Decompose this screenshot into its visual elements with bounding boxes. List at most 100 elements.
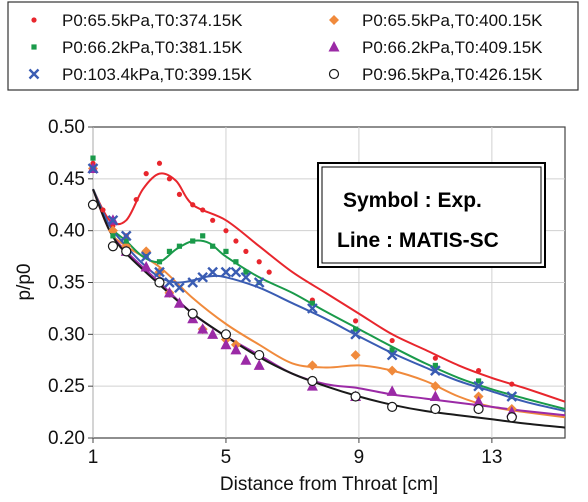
data-point-0 xyxy=(166,176,173,182)
data-point-4 xyxy=(107,214,119,226)
data-point-0 xyxy=(509,381,515,387)
data-point-0 xyxy=(243,248,249,254)
y-tick-label: 0.35 xyxy=(48,273,85,294)
data-point-4 xyxy=(506,391,518,402)
annotation-line-text: Line : MATIS-SC xyxy=(337,229,499,252)
data-point-2 xyxy=(90,155,96,161)
data-point-4 xyxy=(253,277,265,288)
data-point-2 xyxy=(156,259,163,265)
model-line-4 xyxy=(92,188,566,412)
y-tick-label: 0.25 xyxy=(48,376,85,397)
legend-item-2: P0:66.2kPa,T0:381.15K xyxy=(31,38,243,57)
data-point-4 xyxy=(187,277,199,288)
data-point-0 xyxy=(432,355,438,361)
data-point-4 xyxy=(240,271,252,283)
data-point-4 xyxy=(207,266,219,278)
data-point-0 xyxy=(100,207,106,213)
data-point-0 xyxy=(389,337,395,344)
data-point-4 xyxy=(430,365,441,376)
data-point-3 xyxy=(207,328,219,339)
data-point-4 xyxy=(473,380,484,392)
data-point-2 xyxy=(432,362,438,369)
x-axis-ticks: 1 5 9 13 xyxy=(88,438,502,468)
data-point-3 xyxy=(197,323,209,334)
data-point-5 xyxy=(87,199,99,210)
data-point-2 xyxy=(389,347,395,353)
y-axis-ticks: 0.20 0.25 0.30 0.35 0.40 0.45 0.50 xyxy=(48,117,93,449)
data-point-2 xyxy=(233,259,239,265)
data-point-4 xyxy=(220,266,232,278)
annotation-box: Symbol : Exp. Line : MATIS-SC xyxy=(317,162,546,268)
legend-label: P0:65.5kPa,T0:400.15K xyxy=(362,11,543,30)
legend-label: P0:65.5kPa,T0:374.15K xyxy=(62,11,243,30)
experimental-points xyxy=(87,155,518,423)
x-tick-label: 1 xyxy=(88,447,99,468)
data-point-0 xyxy=(143,171,149,177)
legend-marker xyxy=(28,68,40,80)
y-tick-label: 0.30 xyxy=(48,324,85,345)
data-point-1 xyxy=(350,350,361,361)
x-tick-label: 13 xyxy=(481,447,502,468)
legend-item-3: P0:66.2kPa,T0:409.15K xyxy=(328,38,543,57)
data-point-0 xyxy=(156,160,163,166)
data-point-0 xyxy=(210,217,216,223)
data-point-2 xyxy=(123,238,129,244)
legend-box xyxy=(7,1,579,91)
data-point-4 xyxy=(174,282,185,294)
data-point-4 xyxy=(87,163,99,174)
y-axis-title: p/p0 xyxy=(14,264,35,301)
data-point-5 xyxy=(506,412,517,423)
data-point-4 xyxy=(350,328,361,340)
data-point-1 xyxy=(307,360,318,371)
legend-label: P0:103.4kPa,T0:399.15K xyxy=(62,65,253,84)
data-point-4 xyxy=(140,251,152,262)
data-point-2 xyxy=(190,238,196,244)
y-tick-label: 0.50 xyxy=(48,117,85,138)
data-point-5 xyxy=(154,277,165,288)
data-point-5 xyxy=(187,308,198,319)
legend-marker xyxy=(329,15,339,25)
y-tick-label: 0.20 xyxy=(48,428,85,449)
data-point-0 xyxy=(190,202,196,208)
data-point-3 xyxy=(163,286,175,298)
legend-label: P0:96.5kPa,T0:426.15K xyxy=(362,65,543,84)
data-point-5 xyxy=(220,329,232,340)
data-point-5 xyxy=(307,375,318,387)
data-point-4 xyxy=(120,230,132,242)
annotation-symbol-text: Symbol : Exp. xyxy=(343,189,482,212)
data-point-1 xyxy=(387,365,398,376)
data-point-5 xyxy=(121,246,132,257)
data-point-1 xyxy=(430,381,441,392)
y-tick-label: 0.40 xyxy=(48,221,85,242)
data-point-4 xyxy=(307,303,318,314)
legend-item-0: P0:65.5kPa,T0:374.15K xyxy=(31,11,243,30)
legend: P0:65.5kPa,T0:374.15K P0:65.5kPa,T0:400.1… xyxy=(28,11,543,84)
data-point-3 xyxy=(253,359,265,370)
data-point-0 xyxy=(266,269,272,275)
data-point-2 xyxy=(110,233,116,239)
data-point-2 xyxy=(223,248,229,254)
data-point-0 xyxy=(223,228,229,234)
data-point-2 xyxy=(243,269,249,275)
legend-item-1: P0:65.5kPa,T0:400.15K xyxy=(329,11,543,30)
legend-marker xyxy=(31,44,37,50)
data-point-3 xyxy=(140,260,152,272)
data-point-4 xyxy=(197,271,209,283)
data-point-0 xyxy=(200,207,206,213)
data-point-2 xyxy=(210,243,216,249)
data-point-4 xyxy=(386,349,398,361)
data-point-2 xyxy=(309,300,315,306)
data-point-0 xyxy=(475,368,482,374)
legend-marker xyxy=(328,41,340,52)
data-point-5 xyxy=(350,391,361,402)
legend-item-5: P0:96.5kPa,T0:426.15K xyxy=(328,65,543,84)
data-point-3 xyxy=(473,395,485,407)
data-point-5 xyxy=(107,241,119,252)
data-point-3 xyxy=(230,343,242,355)
x-tick-label: 9 xyxy=(354,447,365,468)
data-point-2 xyxy=(176,243,183,249)
data-point-3 xyxy=(429,390,441,402)
legend-label: P0:66.2kPa,T0:381.15K xyxy=(62,38,243,57)
data-point-1 xyxy=(107,225,118,236)
